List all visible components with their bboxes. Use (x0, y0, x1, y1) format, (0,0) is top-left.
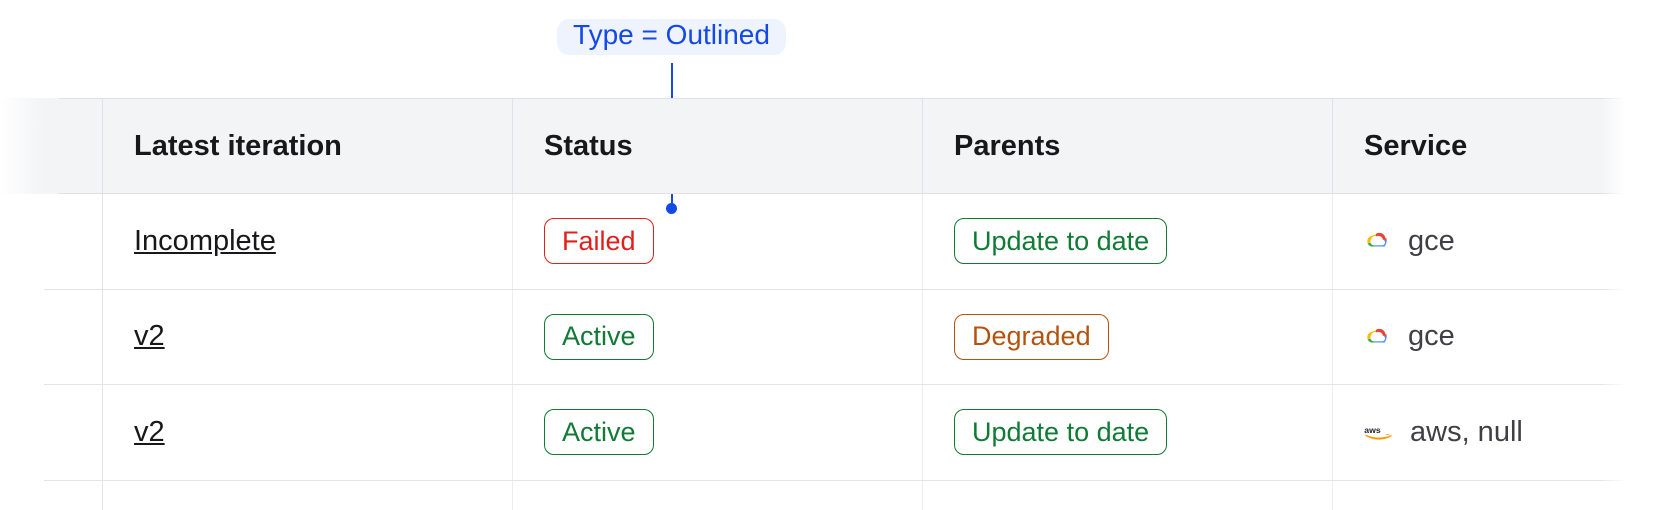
svg-text:aws: aws (1364, 425, 1381, 435)
